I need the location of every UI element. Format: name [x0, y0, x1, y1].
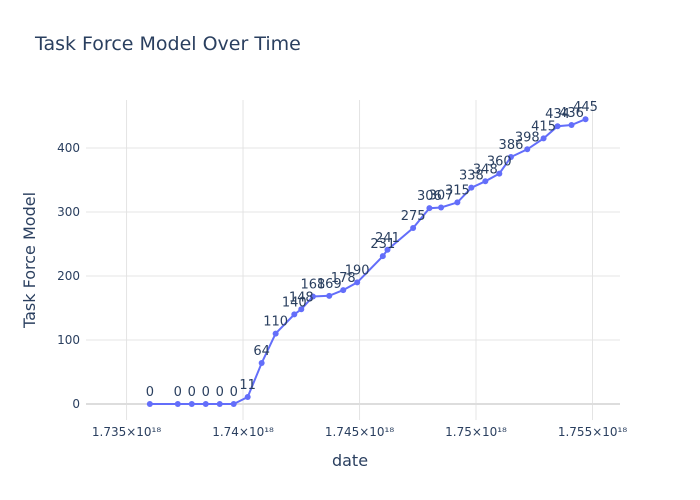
series-line [149, 118, 586, 405]
data-label: 307 [429, 189, 454, 204]
data-label: 306 [417, 189, 442, 204]
data-point [146, 401, 153, 407]
data-point [291, 311, 298, 318]
data-point [582, 116, 589, 123]
data-point [216, 401, 223, 407]
data-point [454, 199, 461, 206]
data-point [554, 123, 561, 130]
data-point [426, 205, 433, 212]
data-label: 348 [473, 162, 498, 177]
y-axis-title: Task Force Model [20, 192, 39, 329]
data-label: 241 [375, 231, 400, 246]
data-label: 110 [263, 315, 288, 330]
data-label: 64 [253, 344, 270, 359]
data-label: 148 [289, 290, 314, 305]
data-point [326, 292, 333, 299]
x-tick-label: 1.745×10¹⁸ [325, 425, 394, 439]
data-point [468, 184, 475, 191]
data-label: 434 [545, 107, 570, 122]
grid-layer [86, 100, 620, 420]
y-tick-label: 100 [57, 333, 80, 347]
data-point [298, 306, 305, 313]
data-label: 0 [188, 385, 196, 400]
data-point [354, 279, 361, 286]
x-tick-label: 1.735×10¹⁸ [92, 425, 161, 439]
x-tick-label: 1.75×10¹⁸ [445, 425, 507, 439]
data-label: 190 [345, 263, 370, 278]
data-point [524, 146, 531, 153]
data-point [568, 121, 575, 128]
x-tick-label: 1.74×10¹⁸ [212, 425, 274, 439]
data-label: 275 [401, 209, 426, 224]
data-label: 140 [282, 295, 307, 310]
data-label: 0 [146, 385, 154, 400]
data-point [230, 401, 237, 407]
data-point [482, 178, 489, 185]
data-label: 178 [331, 271, 356, 286]
data-label: 315 [445, 183, 470, 198]
data-label: 0 [202, 385, 210, 400]
data-point [438, 204, 445, 211]
data-point [379, 253, 386, 260]
data-point [384, 246, 391, 253]
chart-title: Task Force Model Over Time [34, 33, 301, 55]
data-point [188, 401, 195, 407]
points-layer [146, 116, 589, 407]
y-tick-label: 400 [57, 141, 80, 155]
data-point [340, 287, 347, 294]
data-point [202, 401, 209, 407]
data-label: 415 [531, 119, 556, 134]
line-layer [149, 118, 586, 405]
data-point [272, 330, 279, 337]
labels-layer: 0 0 0 0 0 0 1164110140148168169178190231241275… [146, 100, 598, 400]
y-tick-label: 0 [72, 397, 80, 411]
data-label: 231 [370, 237, 395, 252]
x-axis-title: date [332, 451, 368, 470]
y-tick-label: 200 [57, 269, 80, 283]
data-point [410, 225, 417, 231]
data-label: 445 [573, 100, 598, 115]
data-label: 0 [216, 385, 224, 400]
data-label: 436 [559, 106, 584, 121]
data-label: 398 [515, 130, 540, 145]
ticks-layer: 1.735×10¹⁸ 1.74×10¹⁸ 1.745×10¹⁸ 1.75×10¹⁸ 1.… [57, 141, 627, 439]
x-tick-label: 1.755×10¹⁸ [558, 425, 627, 439]
data-label: 338 [459, 169, 484, 184]
y-tick-label: 300 [57, 205, 80, 219]
data-point [258, 360, 265, 367]
data-label: 11 [239, 378, 256, 393]
data-label: 169 [317, 277, 342, 292]
data-point [507, 153, 514, 160]
data-label: 386 [499, 138, 524, 153]
data-point [244, 393, 251, 400]
data-label: 0 [230, 385, 238, 400]
data-point [309, 293, 316, 300]
data-point [540, 135, 547, 142]
data-point [496, 170, 503, 177]
data-label: 0 [174, 385, 182, 400]
data-label: 360 [487, 155, 512, 170]
data-point [174, 401, 181, 407]
data-label: 168 [301, 277, 326, 292]
